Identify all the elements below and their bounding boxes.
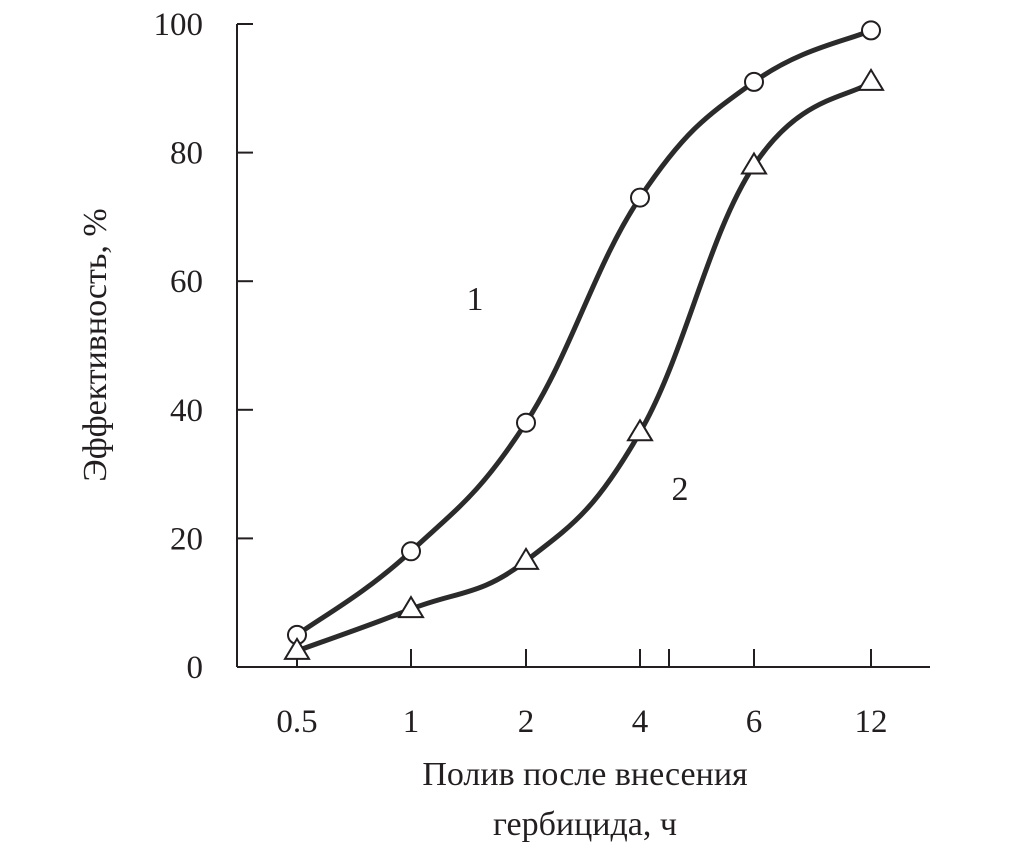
x-axis-title-line-2: гербицида, ч [493,806,677,843]
data-point-series-1 [630,187,650,208]
series-group [283,20,885,660]
y-axis-title: Эффективность, % [77,208,114,481]
data-point-series-2 [857,67,885,91]
data-point-series-2 [512,546,540,570]
series-line-1 [294,27,874,638]
x-axis-title-line-1: Полив после внесения [422,756,748,793]
data-point-series-1 [861,20,881,41]
y-tick-label: 20 [170,521,203,557]
y-tick-label: 40 [170,393,203,429]
data-point-series-2 [740,151,768,175]
data-point-series-1 [516,412,536,433]
x-tick-label: 12 [855,704,888,740]
series-label-1: 1 [467,281,484,318]
x-tick-label: 6 [746,704,763,740]
series-label-2: 2 [672,471,689,508]
y-tick-label: 100 [154,7,204,43]
data-point-series-2 [397,595,425,619]
axes [236,24,930,668]
data-point-series-2 [626,418,654,442]
x-tick-label: 4 [632,704,649,740]
series-line-2 [294,79,874,654]
series-labels: 12 [467,281,689,508]
data-point-series-1 [401,541,421,562]
y-tick-label: 80 [170,136,203,172]
x-tick-label: 2 [518,704,535,740]
data-point-series-1 [744,71,764,92]
data-point-series-2 [283,636,311,660]
x-tick-label: 1 [403,704,420,740]
x-tick-label: 0.5 [276,704,317,740]
y-tick-label: 0 [187,650,204,686]
y-tick-label: 60 [170,264,203,300]
